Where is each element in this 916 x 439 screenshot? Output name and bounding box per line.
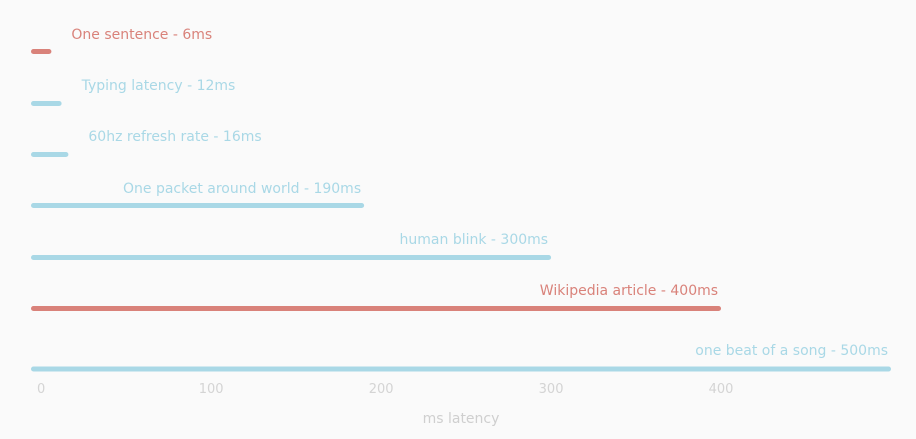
bar-label: 60hz refresh rate - 16ms: [88, 129, 261, 145]
x-tick-label: 400: [709, 382, 734, 397]
bar: [31, 152, 69, 157]
bar-label: Typing latency - 12ms: [81, 78, 236, 94]
bar: [31, 101, 62, 106]
bar: [31, 255, 552, 260]
x-axis: 0 100 200 300 400: [37, 382, 733, 397]
bar-labels-layer: One sentence - 6ms Typing latency - 12ms 6…: [71, 27, 888, 359]
x-tick-label: 100: [199, 382, 224, 397]
bar: [31, 306, 722, 311]
bar: [31, 366, 891, 372]
x-tick-label: 300: [539, 382, 564, 397]
bar-label: One packet around world - 190ms: [123, 181, 361, 197]
bar: [31, 49, 52, 54]
x-axis-title: ms latency: [423, 411, 500, 427]
bar-label: one beat of a song - 500ms: [695, 343, 888, 359]
x-tick-label: 0: [37, 382, 45, 397]
bar-label: Wikipedia article - 400ms: [540, 283, 718, 299]
x-tick-label: 200: [369, 382, 394, 397]
bar-label: human blink - 300ms: [400, 232, 549, 248]
bar-label: One sentence - 6ms: [71, 27, 212, 43]
bar: [31, 203, 365, 208]
bars-layer: [31, 49, 891, 372]
